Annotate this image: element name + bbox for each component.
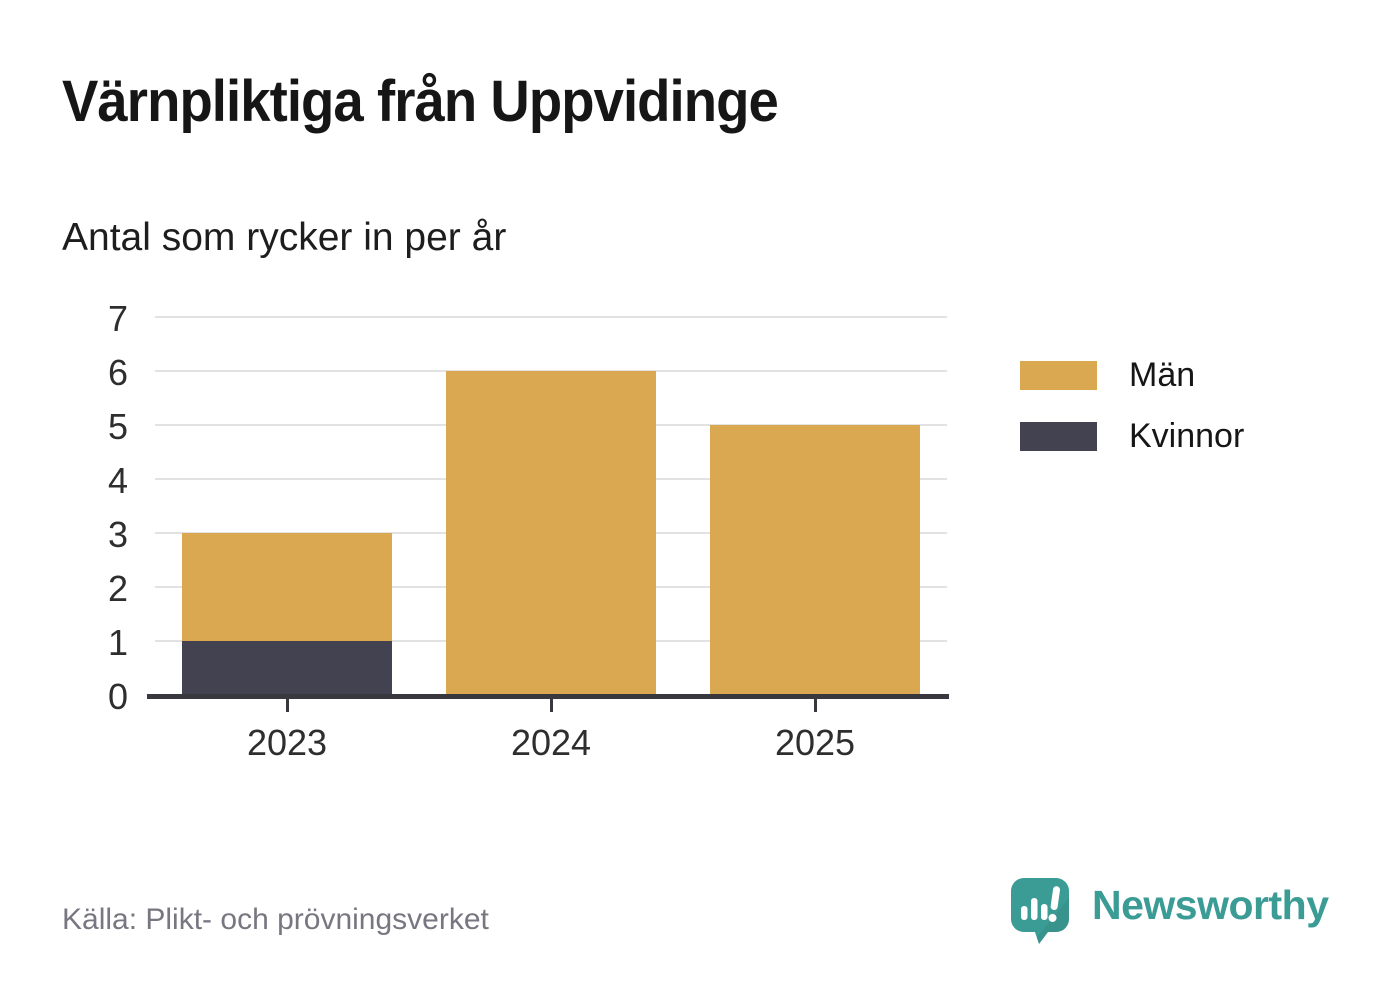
- y-axis-tick-label: 4: [107, 460, 128, 501]
- x-axis-tick-label: 2023: [246, 722, 328, 763]
- chart-subtitle: Antal som rycker in per år: [62, 216, 507, 259]
- x-axis-tick-label: 2024: [510, 722, 592, 763]
- y-axis-tick-label: 5: [107, 406, 128, 447]
- y-axis-tick-label: 2: [107, 568, 128, 609]
- gridline-y7: [155, 316, 947, 318]
- bar-segment-män-2025: [710, 425, 920, 695]
- y-axis-tick-label: 0: [107, 676, 128, 717]
- x-axis-tick-mark: [549, 699, 553, 712]
- page-title: Värnpliktiga från Uppvidinge: [62, 69, 779, 134]
- y-axis-tick-label: 6: [107, 352, 128, 393]
- source-attribution: Källa: Plikt- och prövningsverket: [62, 903, 489, 936]
- brand-name: Newsworthy: [1092, 882, 1329, 928]
- brand-lockup: Newsworthy: [1011, 878, 1329, 944]
- legend-swatch: [1020, 360, 1097, 390]
- legend-item-kvinnor: Kvinnor: [1020, 419, 1244, 453]
- legend-label: Kvinnor: [1129, 417, 1245, 455]
- x-axis-line: [147, 694, 949, 699]
- bar-segment-män-2023: [182, 533, 392, 641]
- y-axis-tick-label: 3: [107, 514, 128, 555]
- legend-item-män: Män: [1020, 358, 1244, 392]
- legend-swatch: [1020, 421, 1097, 451]
- y-axis-tick-label: 1: [107, 622, 128, 663]
- x-axis-tick-label: 2025: [774, 722, 856, 763]
- y-axis-tick-label: 7: [107, 298, 128, 339]
- bar-segment-kvinnor-2023: [182, 641, 392, 695]
- bar-segment-män-2024: [446, 371, 656, 695]
- legend-label: Män: [1129, 356, 1196, 394]
- x-axis-tick-mark: [285, 699, 289, 712]
- speech-bubble-bar-chart-icon: [1011, 878, 1069, 944]
- x-axis-tick-mark: [813, 699, 817, 712]
- chart-legend: Män Kvinnor: [1020, 358, 1244, 480]
